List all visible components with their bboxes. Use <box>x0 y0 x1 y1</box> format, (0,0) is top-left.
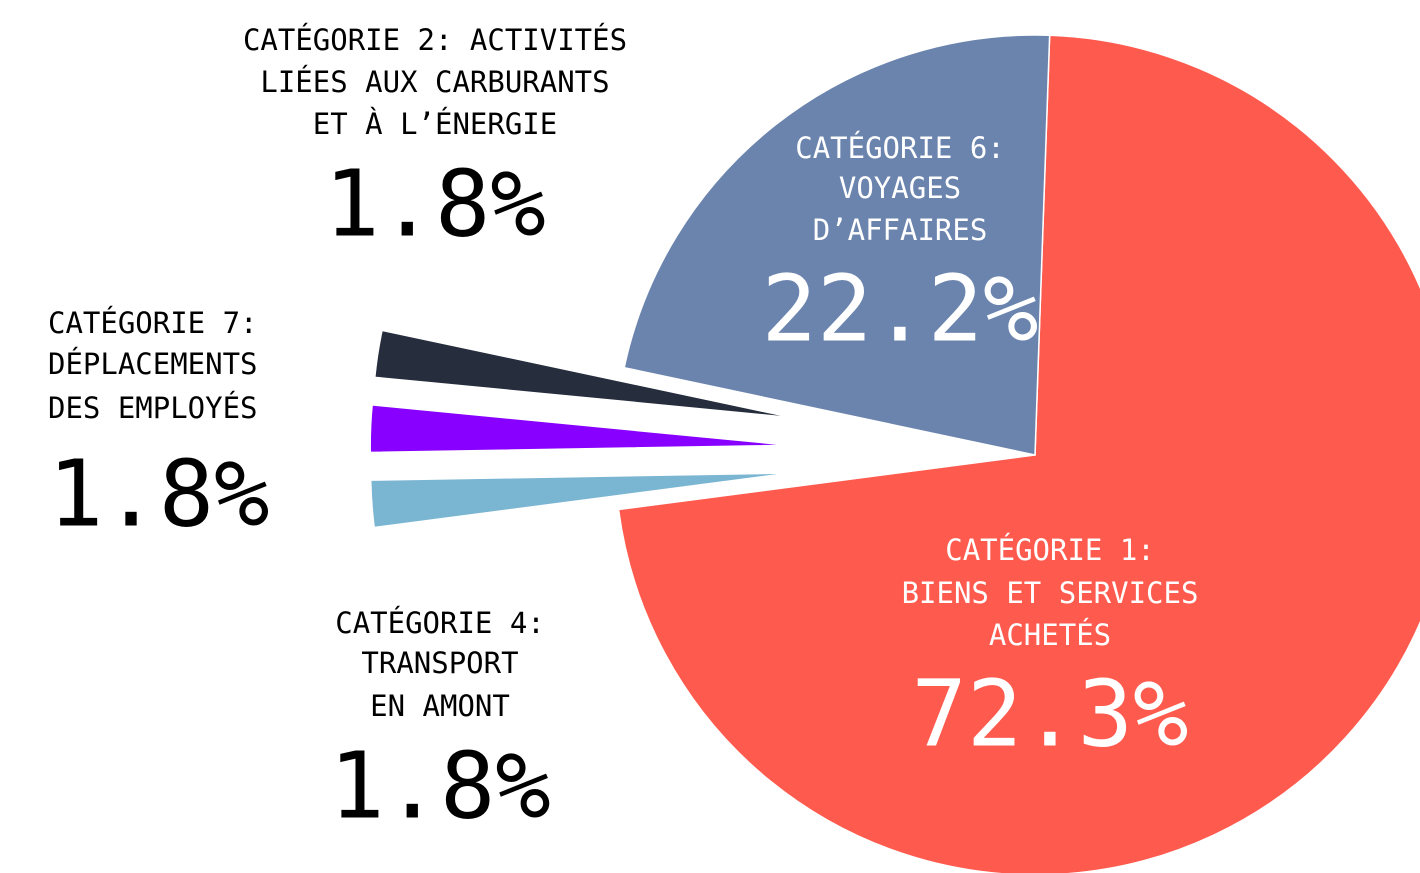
slice-label: CATÉGORIE 6: <box>795 131 1005 165</box>
pie-slice <box>373 329 794 419</box>
slice-label: ET À L’ÉNERGIE <box>313 107 557 141</box>
slice-label: CATÉGORIE 4: <box>335 606 545 640</box>
value-label: 1.8% <box>329 732 551 839</box>
slice-label: VOYAGES <box>839 171 961 205</box>
slice-label: DES EMPLOYÉS <box>48 391 258 425</box>
slice-label: D’AFFAIRES <box>813 213 988 247</box>
slice-label: BIENS ET SERVICES <box>902 576 1199 610</box>
slice-label: LIÉES AUX CARBURANTS <box>260 65 609 99</box>
slice-label: CATÉGORIE 7: <box>48 306 258 340</box>
pie-slice <box>369 472 791 529</box>
value-label: 1.8% <box>324 150 546 257</box>
value-label: 22.2% <box>762 255 1039 362</box>
slice-label: CATÉGORIE 2: ACTIVITÉS <box>243 23 627 57</box>
slice-label: DÉPLACEMENTS <box>48 347 258 381</box>
slice-label: TRANSPORT <box>361 646 518 680</box>
slice-label: ACHETÉS <box>989 618 1111 652</box>
pie-slice <box>369 404 791 454</box>
value-label: 1.8% <box>48 440 270 547</box>
pie-slice <box>623 34 1051 456</box>
pie-slice <box>617 34 1420 873</box>
slice-label: CATÉGORIE 1: <box>945 533 1155 567</box>
slice-label: EN AMONT <box>370 689 510 723</box>
value-label: 72.3% <box>912 660 1189 767</box>
